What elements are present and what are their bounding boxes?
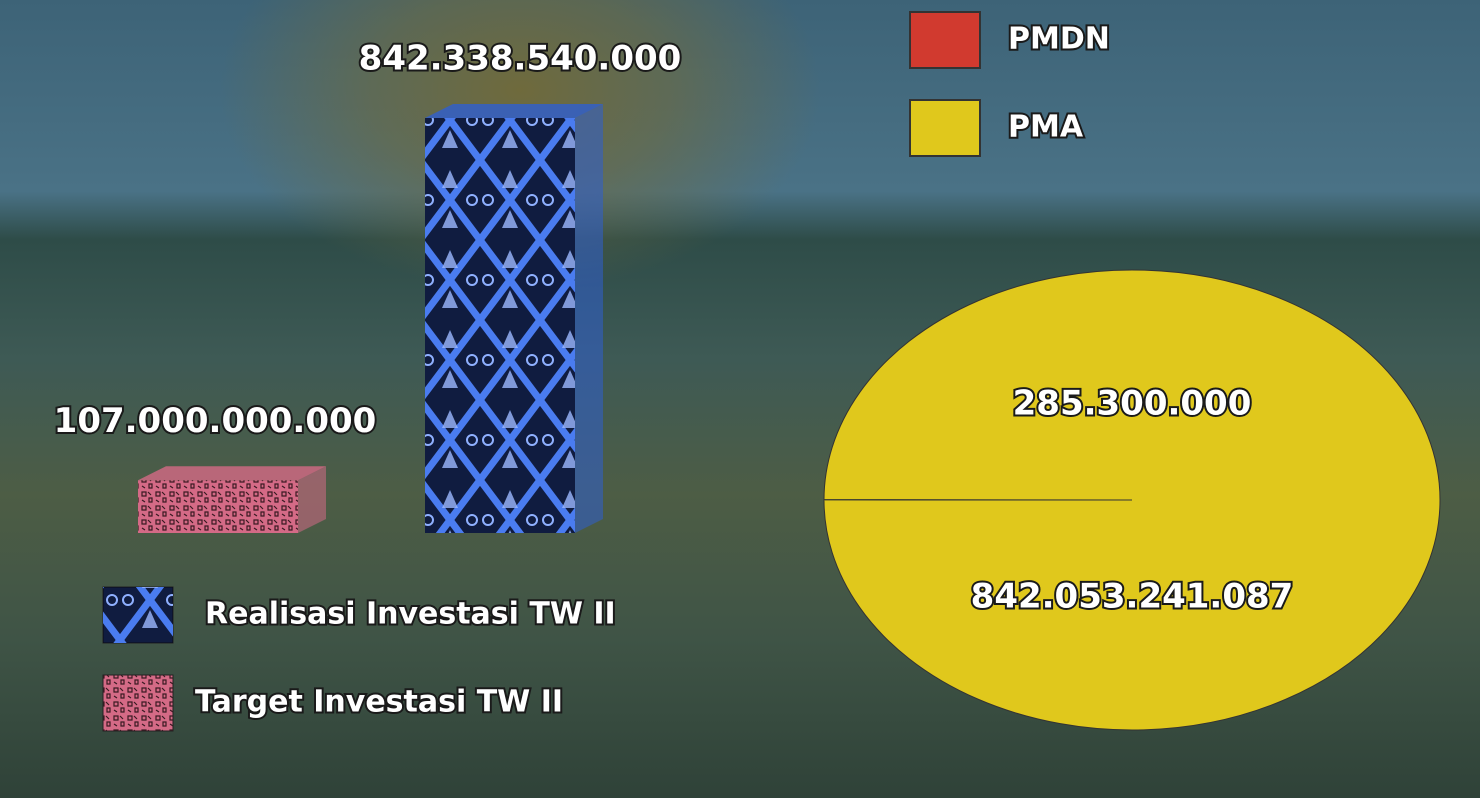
legend-swatch: [910, 100, 980, 156]
bar-top: [138, 466, 326, 480]
legend-label: PMA: [1008, 110, 1084, 145]
bar-side: [575, 104, 603, 533]
data-label: 107.000.000.000: [54, 401, 377, 441]
data-label: 842.338.540.000: [359, 39, 682, 79]
legend-swatch: [910, 12, 980, 68]
legend-swatch-pattern: [103, 587, 173, 643]
bar-pattern: [138, 480, 298, 533]
bar-top: [425, 104, 603, 118]
infographic: 107.000.000.000 Target Investasi TW II 842…: [0, 0, 1480, 798]
chart: 107.000.000.000 Target Investasi TW II 842…: [0, 0, 1480, 798]
legend-label: Target Investasi TW II: [195, 685, 563, 720]
legend-label: PMDN: [1008, 22, 1110, 57]
legend-label: Realisasi Investasi TW II: [205, 597, 616, 632]
data-label: 842.053.241.087: [971, 577, 1294, 617]
data-label: 285.300.000: [1013, 384, 1252, 424]
pie-slice: [824, 270, 1440, 730]
legend-swatch-pattern: [103, 675, 173, 731]
bar-pattern: [425, 118, 575, 533]
